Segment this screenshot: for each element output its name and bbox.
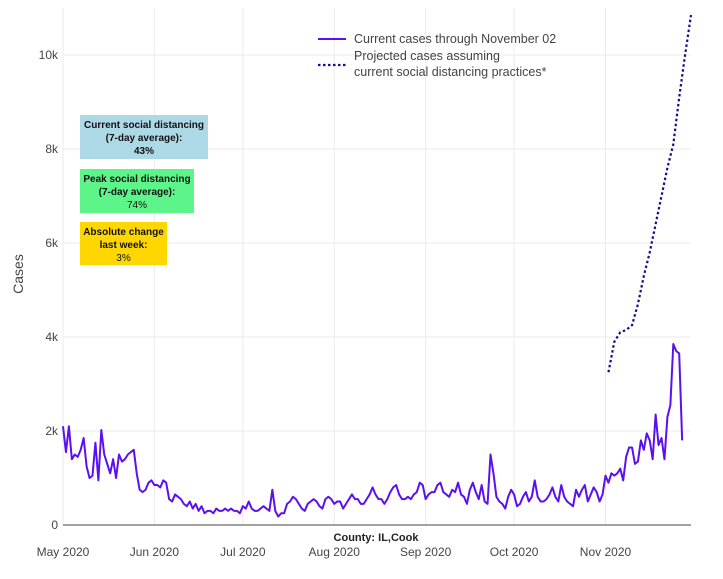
series-projected-cases-line bbox=[607, 14, 693, 373]
y-tick-label: 2k bbox=[45, 424, 59, 438]
x-tick-label: May 2020 bbox=[37, 545, 90, 559]
x-tick-label: Sep 2020 bbox=[400, 545, 452, 559]
series-group bbox=[62, 14, 693, 518]
grid-lines bbox=[62, 8, 691, 525]
legend-item-projected[interactable]: Projected cases assuming current social d… bbox=[318, 49, 547, 79]
annotation-line: Absolute change bbox=[83, 227, 164, 238]
x-tick-label: Oct 2020 bbox=[490, 545, 539, 559]
annotation-box: Absolute change last week: 3% bbox=[80, 222, 167, 265]
annotation-line: Peak social distancing bbox=[83, 174, 190, 185]
y-axis-title: Cases bbox=[10, 254, 26, 294]
y-tick-label: 0 bbox=[51, 518, 58, 532]
annotation-line: 74% bbox=[127, 200, 147, 211]
annotation-line: 43% bbox=[134, 146, 154, 157]
annotation-box: Current social distancing (7-day average)… bbox=[80, 115, 208, 159]
annotation-background bbox=[80, 222, 167, 265]
y-tick-label: 6k bbox=[45, 236, 59, 250]
x-tick-label: Nov 2020 bbox=[580, 545, 632, 559]
legend-label: Projected cases assuming current social d… bbox=[354, 49, 547, 79]
annotation-box: Peak social distancing (7-day average): 74… bbox=[80, 169, 194, 213]
annotation-background bbox=[80, 169, 194, 213]
annotation-boxes: Current social distancing (7-day average)… bbox=[80, 115, 208, 265]
annotation-line: last week: bbox=[100, 240, 148, 251]
legend-label: Current cases through November 02 bbox=[354, 32, 556, 46]
x-axis-title: County: IL,Cook bbox=[334, 532, 420, 544]
x-tick-label: Jul 2020 bbox=[220, 545, 266, 559]
annotation-line: Current social distancing bbox=[84, 120, 204, 131]
x-axis-ticks: May 2020 Jun 2020 Jul 2020 Aug 2020 Sep 2020… bbox=[37, 545, 632, 559]
legend-item-current[interactable]: Current cases through November 02 bbox=[318, 32, 556, 46]
series-current-cases-line bbox=[62, 343, 684, 518]
legend[interactable]: Current cases through November 02 Project… bbox=[318, 32, 556, 79]
y-axis-ticks: 0 2k 4k 6k 8k 10k bbox=[39, 48, 59, 532]
annotation-line: (7-day average): bbox=[106, 133, 183, 144]
annotation-line: (7-day average): bbox=[99, 187, 176, 198]
y-tick-label: 8k bbox=[45, 142, 59, 156]
x-tick-label: Aug 2020 bbox=[309, 545, 361, 559]
x-tick-label: Jun 2020 bbox=[130, 545, 180, 559]
annotation-background bbox=[80, 115, 208, 159]
y-tick-label: 10k bbox=[39, 48, 59, 62]
annotation-line: 3% bbox=[116, 253, 131, 264]
y-tick-label: 4k bbox=[45, 330, 59, 344]
